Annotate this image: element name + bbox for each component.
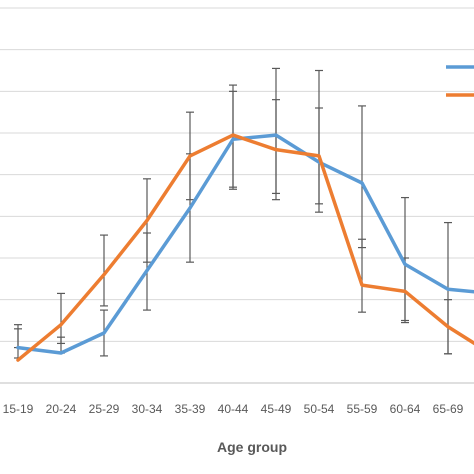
- x-tick-label: 40-44: [218, 402, 249, 416]
- x-axis-title: Age group: [217, 439, 287, 455]
- gridlines: [0, 7, 474, 384]
- x-axis-tick-labels: 15-19 20-24 25-29 30-34 35-39 40-44 45-49 50-54…: [3, 402, 464, 416]
- x-tick-label: 60-64: [390, 402, 421, 416]
- x-tick-label: 30-34: [132, 402, 163, 416]
- error-bar: [57, 292, 65, 345]
- series-line-1: [16, 133, 474, 355]
- x-tick-label: 25-29: [89, 402, 120, 416]
- series-line-2: [16, 133, 474, 362]
- error-bar: [358, 105, 366, 249]
- error-bar: [358, 238, 366, 313]
- error-bar: [100, 234, 108, 307]
- series-lines: [16, 133, 474, 362]
- legend: [446, 65, 474, 97]
- error-bars: [14, 67, 452, 359]
- error-bar: [272, 99, 280, 195]
- x-tick-label: 45-49: [261, 402, 292, 416]
- x-tick-label: 15-19: [3, 402, 34, 416]
- x-tick-label: 65-69: [433, 402, 464, 416]
- x-tick-label: 50-54: [304, 402, 335, 416]
- error-bar: [14, 328, 22, 359]
- x-tick-label: 35-39: [175, 402, 206, 416]
- x-tick-label: 55-59: [347, 402, 378, 416]
- x-tick-label: 20-24: [46, 402, 77, 416]
